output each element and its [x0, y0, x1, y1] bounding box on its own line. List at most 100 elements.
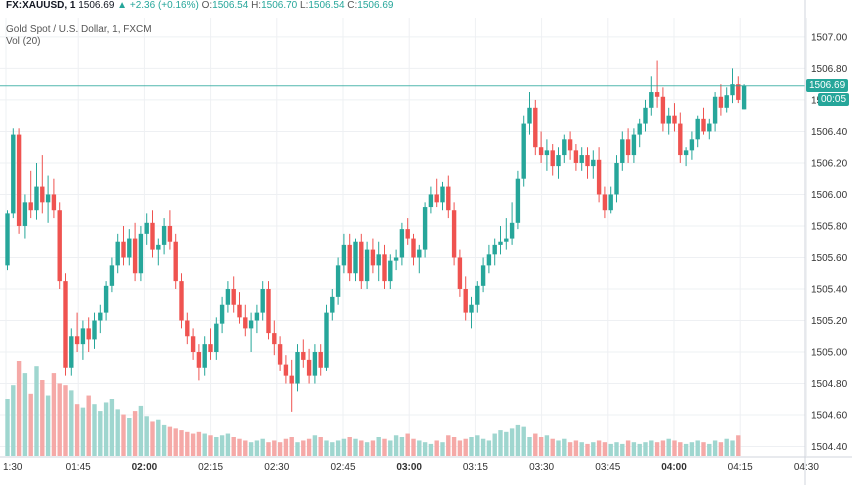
volume-bar	[80, 407, 86, 456]
y-tick-label: 1504.40	[811, 442, 848, 453]
candle	[521, 115, 526, 187]
volume-bar	[492, 433, 497, 456]
volume-bar	[643, 442, 648, 456]
candle	[718, 84, 724, 116]
instrument-title: Gold Spot / U.S. Dollar, 1, FXCM	[6, 24, 152, 35]
candle	[591, 150, 596, 179]
volume-bar	[614, 442, 619, 456]
volume-bar	[428, 443, 434, 456]
volume-bar	[51, 373, 57, 456]
y-tick-label: 1504.60	[811, 411, 848, 422]
candle	[98, 304, 103, 334]
volume-bar	[196, 431, 202, 456]
candle	[144, 213, 149, 245]
candle	[283, 355, 289, 384]
candle-body	[620, 139, 625, 163]
volume-bar	[498, 430, 503, 456]
candle-body	[393, 257, 399, 261]
candle	[80, 320, 86, 360]
candle-body	[115, 241, 120, 266]
low-label: L:	[300, 0, 309, 11]
candle	[231, 276, 236, 313]
candle	[248, 312, 254, 353]
candle	[625, 128, 631, 163]
candle-body	[509, 222, 515, 239]
y-tick-label: 1505.40	[811, 284, 848, 295]
candle	[359, 233, 364, 289]
candle	[364, 241, 370, 289]
candle	[161, 218, 167, 255]
volume-bar	[637, 443, 642, 456]
candle-body	[335, 265, 341, 297]
candle	[86, 317, 91, 353]
candle-body	[243, 317, 248, 329]
x-tick-label: 02:00	[132, 462, 158, 473]
candle	[666, 107, 671, 135]
volume-bar	[312, 435, 318, 456]
candle-body	[573, 150, 579, 163]
candle	[498, 225, 503, 255]
volume-bar	[185, 431, 190, 456]
candle-body	[301, 352, 306, 360]
candle	[196, 344, 202, 381]
candle-body	[16, 134, 22, 226]
candle	[22, 194, 28, 239]
candle	[11, 128, 16, 219]
candle-body	[272, 333, 277, 345]
candle	[683, 147, 689, 167]
candle	[556, 147, 561, 179]
volume-bar	[701, 442, 706, 456]
volume-bar	[69, 390, 74, 456]
candle	[272, 320, 277, 356]
candle-body	[556, 155, 561, 167]
candle	[469, 296, 474, 329]
volume-bar	[608, 443, 613, 456]
volume-bar	[138, 405, 144, 456]
candle	[405, 218, 410, 245]
y-tick-label: 1506.20	[811, 158, 848, 169]
volume-bar	[393, 435, 399, 456]
candle-body	[422, 207, 428, 250]
candle-body	[718, 96, 724, 108]
candle-body	[237, 304, 242, 318]
candle	[579, 147, 584, 171]
symbol-header: FX:XAUUSD, 1 1506.69 ▲ +2.36 (+0.16%) O:…	[6, 0, 393, 11]
candle	[567, 131, 573, 160]
volume-bar	[689, 442, 695, 456]
candle-body	[475, 285, 480, 305]
candle	[103, 281, 109, 321]
x-tick-label: 03:15	[463, 462, 488, 473]
candle-body	[631, 134, 637, 156]
volume-bar	[382, 438, 387, 456]
candle-body	[463, 288, 468, 313]
volume-bar	[98, 411, 103, 456]
volume-bar	[585, 443, 590, 456]
candle	[573, 144, 579, 171]
volume-bar	[289, 437, 294, 456]
candle	[74, 312, 80, 353]
volume-bar	[649, 440, 654, 456]
close-value: 1506.69	[357, 0, 394, 11]
volume-bar	[28, 393, 33, 456]
y-tick-label: 1504.80	[811, 379, 848, 390]
candle-body	[492, 244, 497, 255]
volume-bar	[434, 440, 439, 456]
candle	[689, 131, 695, 160]
candle	[382, 244, 387, 289]
volume-bar	[103, 402, 109, 456]
candle-body	[5, 213, 10, 266]
volume-bar	[214, 437, 219, 456]
volume-bar	[359, 440, 364, 456]
symbol-label[interactable]: FX:XAUUSD, 1	[6, 0, 76, 11]
candle-body	[121, 241, 126, 258]
candle-body	[678, 123, 683, 156]
open-label: O:	[201, 0, 213, 11]
candle	[353, 238, 358, 282]
candle	[451, 202, 457, 266]
candle-body	[625, 139, 631, 156]
candle	[34, 162, 39, 220]
candle	[649, 76, 654, 116]
volume-indicator-label[interactable]: Vol (20)	[6, 36, 41, 47]
